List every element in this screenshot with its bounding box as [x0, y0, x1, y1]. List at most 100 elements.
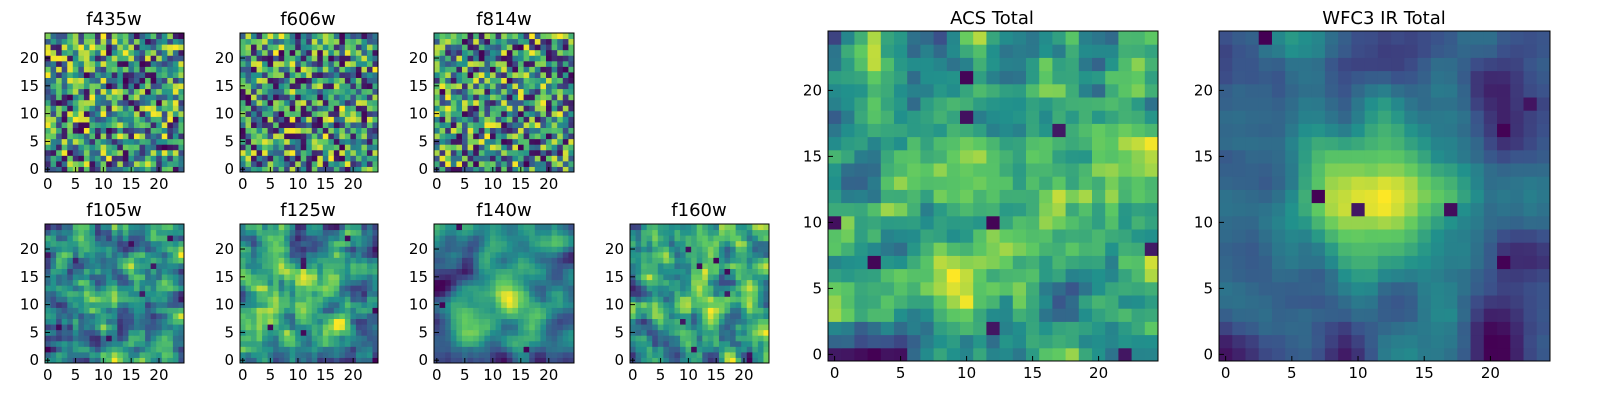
heatmap-cell	[117, 307, 124, 314]
heatmap-cell	[366, 116, 373, 123]
heatmap-cell	[551, 240, 558, 247]
heatmap-cell	[484, 340, 491, 347]
heatmap-cell	[546, 116, 553, 123]
heatmap-cell	[322, 251, 329, 258]
heatmap-cell	[145, 285, 152, 292]
heatmap-cell	[295, 301, 302, 308]
heatmap-cell	[445, 60, 452, 67]
heatmap-cell	[278, 274, 285, 281]
heatmap-cell	[106, 88, 113, 95]
heatmap-cell	[501, 324, 508, 331]
heatmap-cell	[50, 38, 57, 45]
heatmap-cell	[300, 346, 307, 353]
heatmap-cell	[707, 301, 714, 308]
heatmap-cell	[735, 224, 742, 231]
heatmap-cell	[445, 105, 452, 112]
heatmap-cell	[484, 229, 491, 236]
heatmap-cell	[1012, 123, 1027, 138]
heatmap-cell	[473, 144, 480, 151]
heatmap-cell	[696, 301, 703, 308]
heatmap-cell	[366, 251, 373, 258]
heatmap-cell	[763, 229, 770, 236]
heatmap-cell	[278, 235, 285, 242]
heatmap-cell	[652, 290, 659, 297]
heatmap-cell	[100, 240, 107, 247]
heatmap-cell	[122, 116, 129, 123]
heatmap-cell	[557, 66, 564, 73]
heatmap-cell	[562, 99, 569, 106]
heatmap-cell	[456, 335, 463, 342]
heatmap-cell	[534, 290, 541, 297]
heatmap-cell	[167, 224, 174, 231]
heatmap-cell	[355, 49, 362, 56]
heatmap-cell	[240, 66, 247, 73]
heatmap-cell	[122, 301, 129, 308]
heatmap-cell	[841, 176, 855, 190]
heatmap-cell	[973, 149, 987, 164]
heatmap-cell	[178, 307, 185, 314]
heatmap-cell	[284, 312, 291, 320]
heatmap-cell	[167, 257, 174, 264]
heatmap-cell	[557, 290, 564, 297]
heatmap-cell	[284, 127, 291, 134]
heatmap-cell	[45, 346, 52, 353]
heatmap-cell	[150, 44, 157, 51]
heatmap-cell	[986, 189, 1001, 204]
heatmap-cell	[350, 335, 357, 342]
heatmap-cell	[344, 296, 351, 303]
heatmap-cell	[61, 268, 68, 275]
heatmap-cell	[867, 347, 882, 362]
heatmap-cell	[562, 166, 569, 173]
heatmap-cell	[361, 166, 368, 173]
heatmap-cell	[462, 144, 469, 151]
heatmap-cell	[122, 66, 129, 73]
heatmap-cell	[106, 94, 113, 101]
heatmap-cell	[61, 66, 68, 73]
heatmap-cell	[1039, 215, 1053, 230]
heatmap-cell	[306, 251, 313, 258]
heatmap-cell	[245, 268, 252, 275]
heatmap-cell	[506, 38, 513, 45]
heatmap-cell	[366, 229, 373, 236]
heatmap-cell	[462, 60, 469, 67]
heatmap-cell	[568, 71, 575, 78]
heatmap-cell	[434, 224, 441, 231]
heatmap-cell	[256, 279, 263, 286]
heatmap-cell	[484, 318, 491, 325]
heatmap-cell	[262, 229, 269, 236]
heatmap-cell	[133, 224, 141, 231]
heatmap-cell	[78, 262, 85, 269]
heatmap-cell	[156, 105, 163, 112]
heatmap-cell	[161, 285, 168, 292]
heatmap-cell	[83, 88, 90, 95]
heatmap-cell	[933, 189, 948, 204]
heatmap-cell	[128, 251, 135, 258]
heatmap-cell	[456, 251, 463, 258]
heatmap-cell	[344, 66, 351, 73]
heatmap-cell	[106, 346, 113, 353]
heatmap-cell	[467, 296, 474, 303]
heatmap-cell	[122, 138, 129, 145]
heatmap-cell	[122, 60, 129, 67]
heatmap-cell	[478, 105, 485, 112]
heatmap-cells	[45, 33, 185, 173]
heatmap-cell	[161, 55, 168, 62]
heatmap-cell	[328, 351, 335, 358]
heatmap-cell	[434, 240, 441, 247]
heatmap-cell	[267, 340, 274, 347]
heatmap-cell	[490, 66, 497, 73]
heatmap-cell	[61, 88, 68, 95]
heatmap-cell	[56, 240, 63, 247]
heatmap-cell	[128, 121, 135, 129]
heatmap-cell	[256, 346, 263, 353]
heatmap-cell	[122, 262, 129, 269]
heatmap-cell	[311, 346, 318, 353]
heatmap-cell	[691, 279, 698, 286]
heatmap-cell	[907, 281, 921, 296]
heatmap-cell	[361, 49, 368, 56]
heatmap-cell	[50, 307, 57, 314]
heatmap-cell	[1118, 321, 1133, 336]
heatmap-cell	[562, 33, 569, 40]
heatmap-cell	[145, 133, 152, 140]
heatmap-cell	[61, 335, 68, 342]
